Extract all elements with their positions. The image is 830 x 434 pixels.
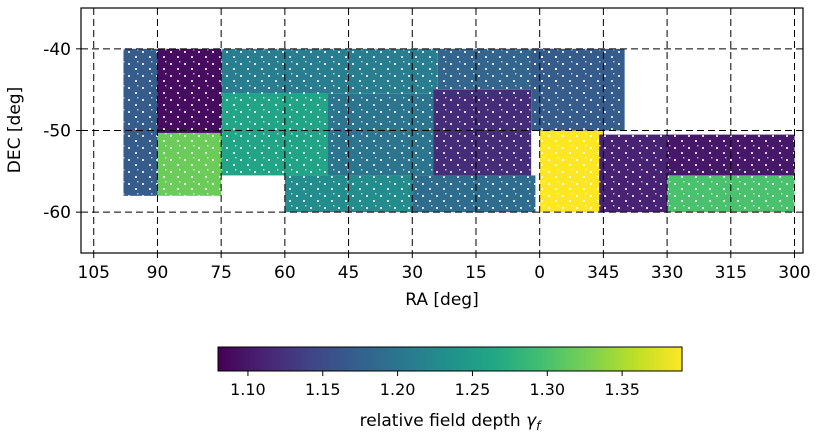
x-tick-label: 90 bbox=[147, 263, 169, 283]
y-tick-label: -40 bbox=[43, 40, 71, 60]
colorbar-ticks: 1.10 1.15 1.20 1.25 1.30 1.35 bbox=[230, 371, 640, 399]
x-tick-label: 0 bbox=[534, 263, 545, 283]
x-tick-label: 330 bbox=[651, 263, 683, 283]
speckle-overlay bbox=[123, 48, 795, 213]
y-axis-label: DEC [deg] bbox=[5, 87, 25, 173]
field-speckle-4 bbox=[221, 48, 438, 94]
field-speckle-1 bbox=[123, 48, 158, 196]
colorbar-tick-label: 1.30 bbox=[529, 380, 565, 399]
field-speckle-9 bbox=[433, 89, 532, 176]
x-tick-label: 300 bbox=[778, 263, 810, 283]
x-tick-label: 30 bbox=[401, 263, 423, 283]
field-speckle-2 bbox=[157, 48, 222, 133]
field-speckle-13 bbox=[599, 134, 668, 213]
colorbar-tick-label: 1.25 bbox=[455, 380, 491, 399]
field-speckle-8 bbox=[412, 175, 536, 213]
x-tick-label: 345 bbox=[587, 263, 619, 283]
x-axis-ticks: 105 90 75 60 45 30 15 0 345 330 315 300 bbox=[78, 253, 811, 283]
field-speckle-5 bbox=[221, 93, 328, 176]
y-tick-label: -60 bbox=[43, 203, 71, 223]
x-tick-label: 315 bbox=[715, 263, 747, 283]
x-tick-label: 60 bbox=[274, 263, 296, 283]
x-tick-label: 45 bbox=[338, 263, 360, 283]
colorbar-label: relative field depth γf bbox=[360, 411, 543, 433]
field-speckle-6 bbox=[327, 93, 434, 176]
colorbar-tick-label: 1.15 bbox=[305, 380, 341, 399]
colorbar-gradient bbox=[217, 346, 683, 372]
x-tick-label: 75 bbox=[210, 263, 232, 283]
colorbar: 1.10 1.15 1.20 1.25 1.30 1.35 relative field … bbox=[217, 346, 683, 433]
colorbar-tick-label: 1.35 bbox=[604, 380, 640, 399]
colorbar-tick-label: 1.20 bbox=[380, 380, 416, 399]
colorbar-tick-label: 1.10 bbox=[230, 380, 266, 399]
x-tick-label: 15 bbox=[465, 263, 487, 283]
field-speckle-11 bbox=[531, 48, 625, 131]
field-speckle-12 bbox=[539, 130, 604, 213]
field-speckle-3 bbox=[157, 132, 222, 196]
x-tick-label: 105 bbox=[78, 263, 110, 283]
plot-area: 105 90 75 60 45 30 15 0 345 330 315 300 -40 -50 -60 bbox=[43, 7, 811, 283]
x-axis-label: RA [deg] bbox=[405, 290, 478, 310]
y-axis-ticks: -40 -50 -60 bbox=[43, 40, 81, 223]
y-tick-label: -50 bbox=[43, 122, 71, 142]
grid-lines bbox=[81, 8, 803, 253]
